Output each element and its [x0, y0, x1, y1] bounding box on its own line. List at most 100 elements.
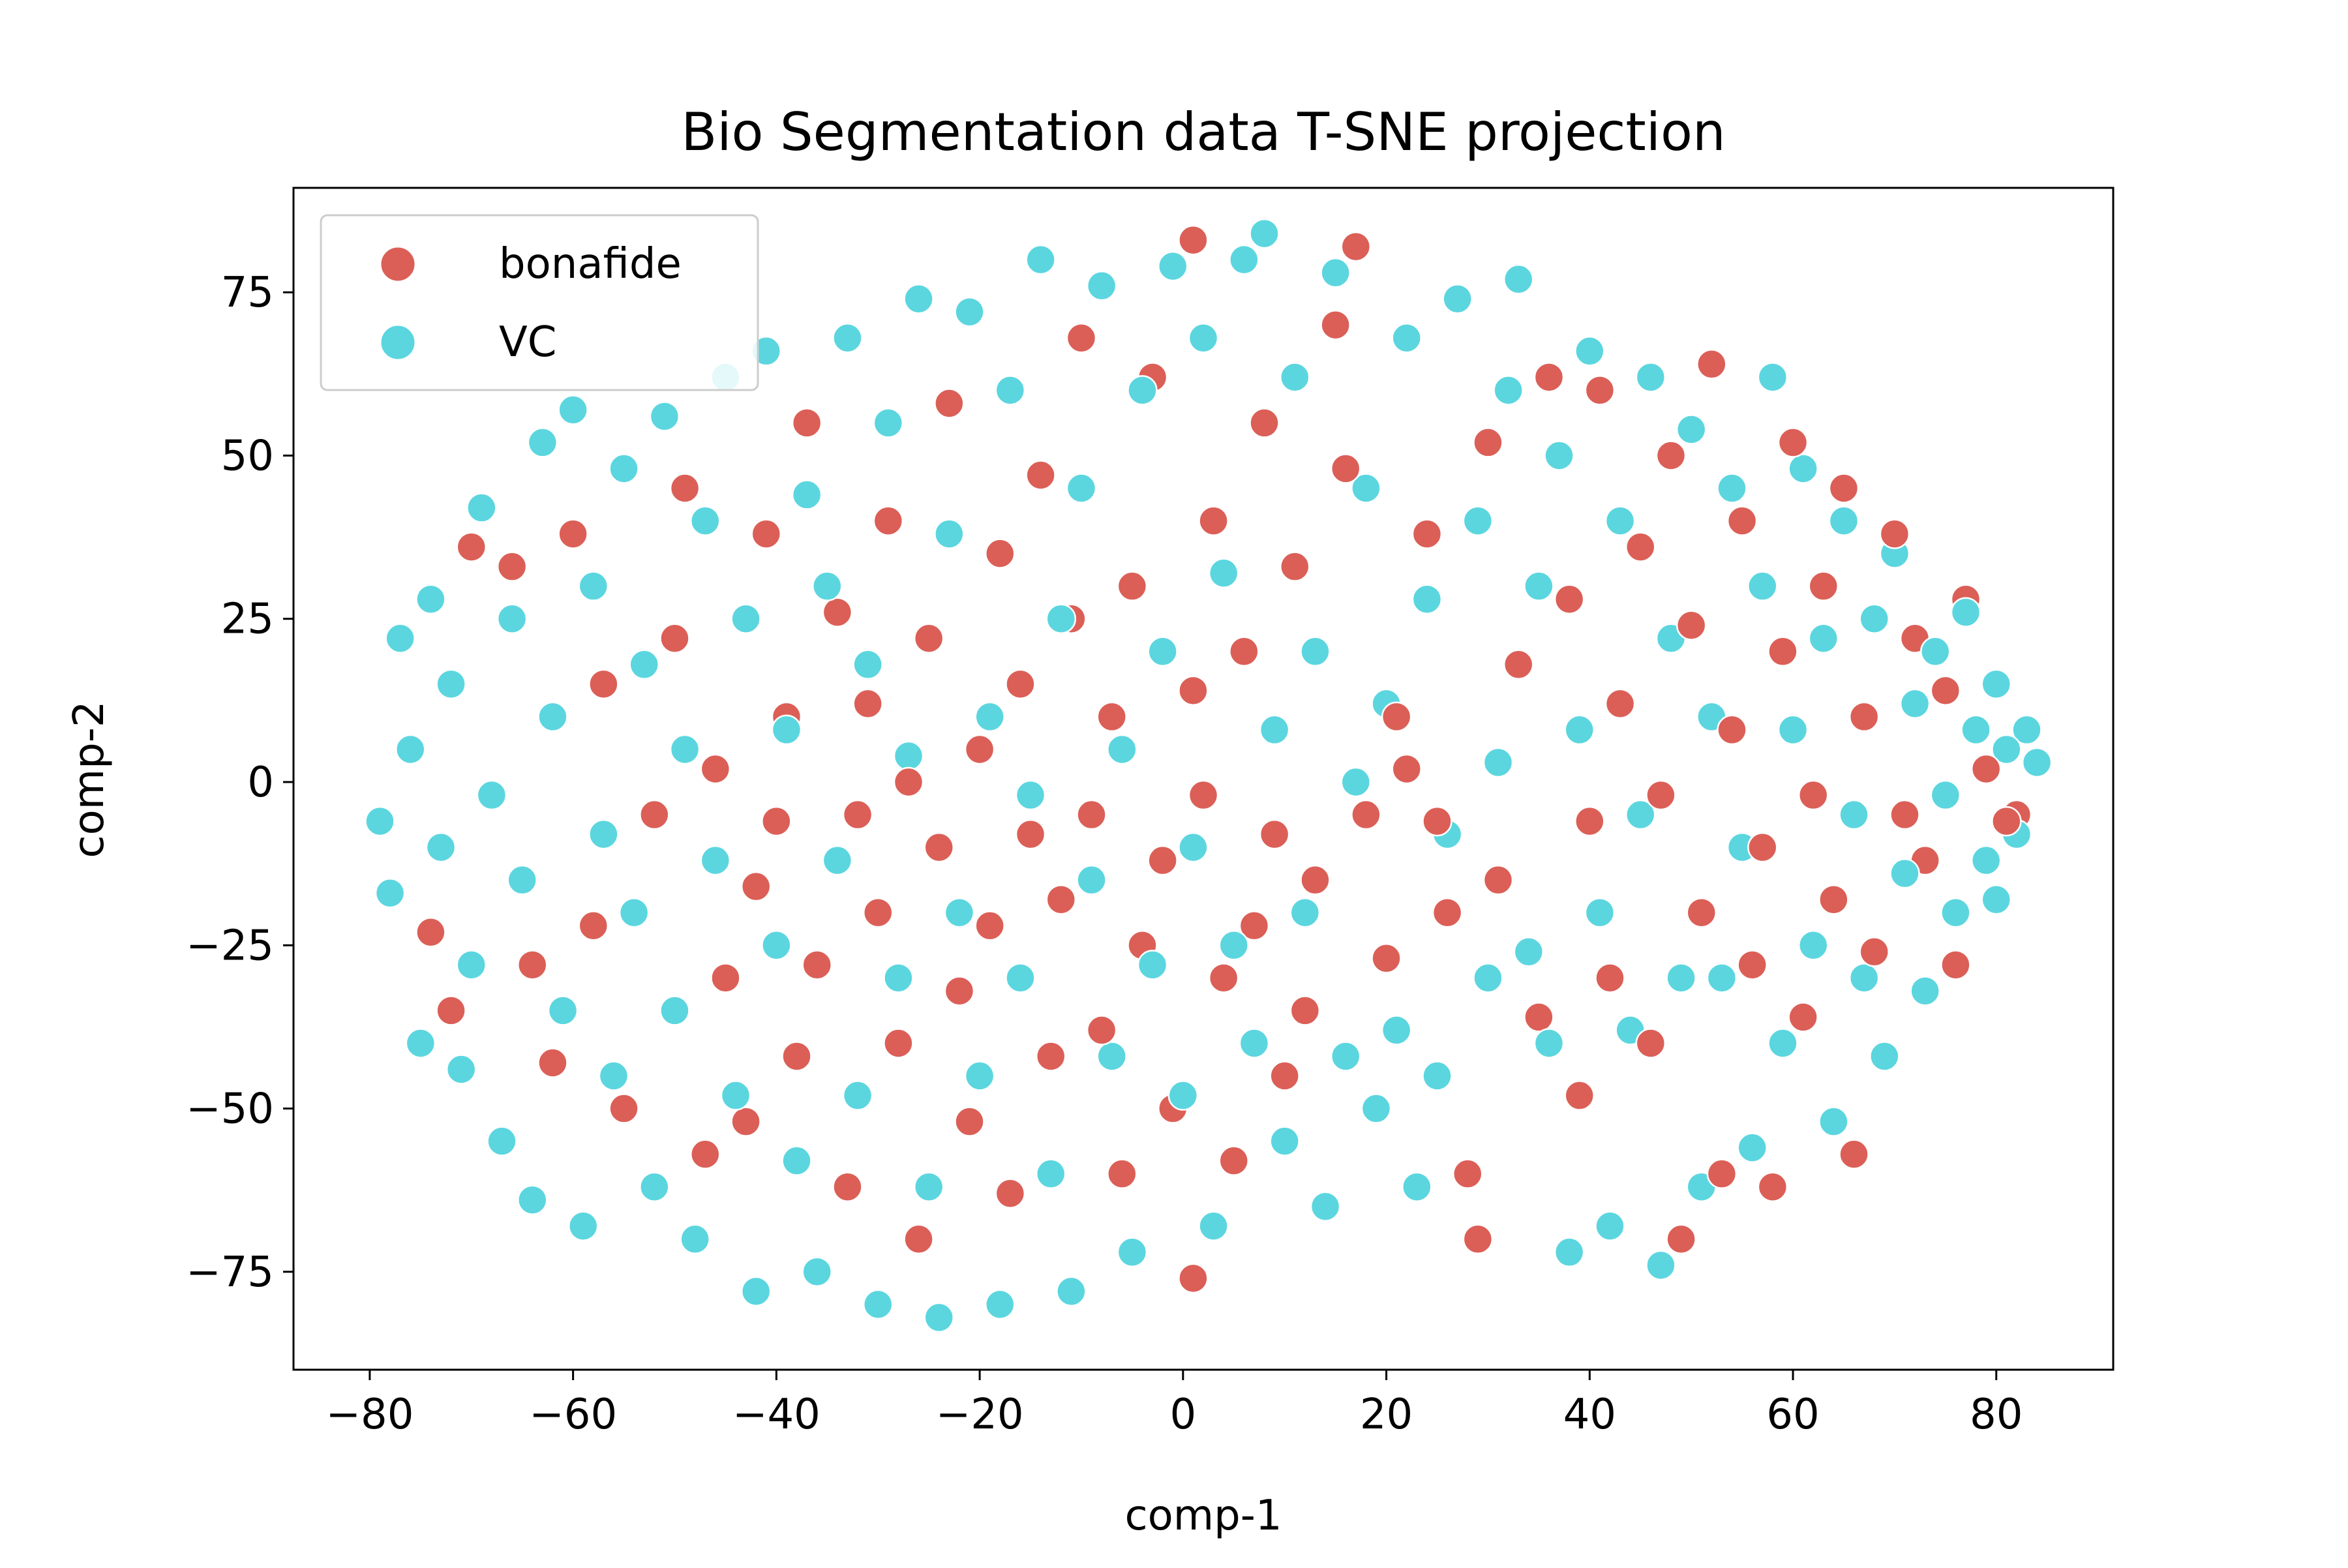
point-bonafide-10: [639, 799, 670, 830]
point-vc-6: [425, 832, 457, 863]
point-bonafide-82: [1432, 897, 1463, 928]
point-bonafide-63: [1208, 963, 1239, 993]
y-axis-label: comp-2: [65, 701, 113, 858]
point-bonafide-45: [1035, 1041, 1066, 1072]
point-vc-57: [944, 897, 975, 928]
point-vc-102: [1402, 1171, 1432, 1202]
point-bonafide-64: [1218, 1145, 1250, 1176]
point-vc-47: [842, 1080, 873, 1111]
point-vc-42: [791, 479, 822, 510]
legend-box: [320, 214, 759, 391]
point-bonafide-115: [1818, 884, 1849, 915]
point-bonafide-120: [1879, 519, 1910, 549]
point-vc-76: [1137, 950, 1168, 980]
point-bonafide-41: [995, 1178, 1026, 1209]
point-vc-53: [903, 283, 934, 314]
point-bonafide-43: [1015, 819, 1046, 850]
point-vc-110: [1483, 747, 1514, 778]
point-bonafide-51: [1096, 701, 1127, 732]
point-vc-28: [649, 401, 680, 432]
point-vc-44: [812, 571, 843, 601]
legend-label-vc: VC: [499, 318, 556, 367]
point-bonafide-114: [1808, 571, 1839, 601]
point-bonafide-67: [1249, 408, 1280, 438]
point-vc-60: [974, 701, 1005, 732]
point-bonafide-83: [1452, 1158, 1483, 1189]
point-vc-49: [862, 1289, 894, 1320]
point-vc-117: [1554, 1237, 1585, 1268]
point-bonafide-79: [1391, 753, 1422, 785]
point-bonafide-107: [1737, 950, 1768, 980]
point-bonafide-12: [669, 473, 700, 504]
point-vc-148: [1869, 1041, 1900, 1072]
point-vc-46: [832, 323, 863, 354]
point-vc-13: [496, 603, 528, 634]
point-bonafide-0: [415, 917, 446, 948]
point-vc-136: [1747, 571, 1778, 601]
point-bonafide-32: [903, 1224, 934, 1255]
point-bonafide-7: [578, 910, 609, 941]
point-bonafide-127: [1970, 753, 2002, 785]
point-vc-109: [1473, 963, 1503, 993]
point-vc-145: [1839, 799, 1869, 830]
point-bonafide-8: [588, 669, 619, 700]
x-tick-label: −80: [325, 1391, 414, 1439]
point-vc-20: [567, 1211, 599, 1242]
point-bonafide-44: [1025, 460, 1056, 490]
point-bonafide-34: [924, 832, 954, 863]
point-bonafide-117: [1839, 1139, 1869, 1169]
point-bonafide-85: [1473, 427, 1503, 458]
point-vc-41: [781, 1145, 812, 1176]
point-vc-158: [1970, 845, 2002, 876]
point-vc-62: [995, 375, 1026, 406]
point-bonafide-35: [934, 388, 965, 419]
point-vc-21: [578, 571, 609, 601]
point-vc-152: [1910, 976, 1940, 1006]
point-vc-115: [1533, 1028, 1565, 1059]
y-tick-label: −75: [186, 1248, 274, 1297]
point-vc-160: [1981, 884, 2012, 915]
point-vc-93: [1310, 1191, 1341, 1222]
point-vc-1: [374, 877, 406, 909]
point-bonafide-13: [690, 1139, 721, 1169]
point-vc-87: [1249, 218, 1280, 249]
point-vc-52: [893, 740, 924, 772]
point-vc-111: [1493, 375, 1524, 406]
point-bonafide-56: [1147, 845, 1178, 876]
point-vc-4: [405, 1028, 436, 1059]
point-bonafide-62: [1198, 505, 1229, 536]
point-bonafide-70: [1280, 551, 1310, 582]
x-tick-label: 80: [1970, 1391, 2023, 1439]
point-bonafide-3: [496, 551, 528, 582]
point-bonafide-26: [842, 799, 873, 830]
point-vc-15: [517, 1184, 548, 1215]
point-bonafide-14: [700, 753, 731, 785]
point-bonafide-53: [1117, 571, 1148, 601]
point-bonafide-5: [537, 1048, 568, 1078]
point-vc-18: [547, 995, 579, 1026]
point-bonafide-87: [1503, 649, 1534, 680]
point-vc-146: [1848, 963, 1880, 993]
legend-marker-bonafide: [379, 245, 417, 283]
point-bonafide-96: [1625, 532, 1656, 562]
point-bonafide-38: [964, 734, 995, 765]
point-bonafide-111: [1777, 427, 1809, 458]
x-tick-label: 60: [1766, 1391, 1819, 1439]
y-tick-label: 0: [247, 759, 274, 807]
point-vc-154: [1930, 779, 1961, 811]
point-vc-137: [1757, 362, 1788, 393]
point-vc-48: [852, 649, 883, 680]
point-vc-100: [1381, 1015, 1412, 1046]
point-bonafide-125: [1940, 950, 1971, 980]
x-tick-label: 40: [1563, 1391, 1616, 1439]
point-bonafide-22: [791, 408, 822, 438]
point-vc-86: [1239, 1028, 1270, 1059]
point-bonafide-15: [710, 963, 741, 993]
point-vc-23: [598, 1061, 629, 1091]
point-vc-120: [1584, 897, 1616, 928]
point-vc-163: [2011, 714, 2042, 746]
point-bonafide-16: [730, 1106, 761, 1137]
point-bonafide-105: [1717, 714, 1747, 746]
